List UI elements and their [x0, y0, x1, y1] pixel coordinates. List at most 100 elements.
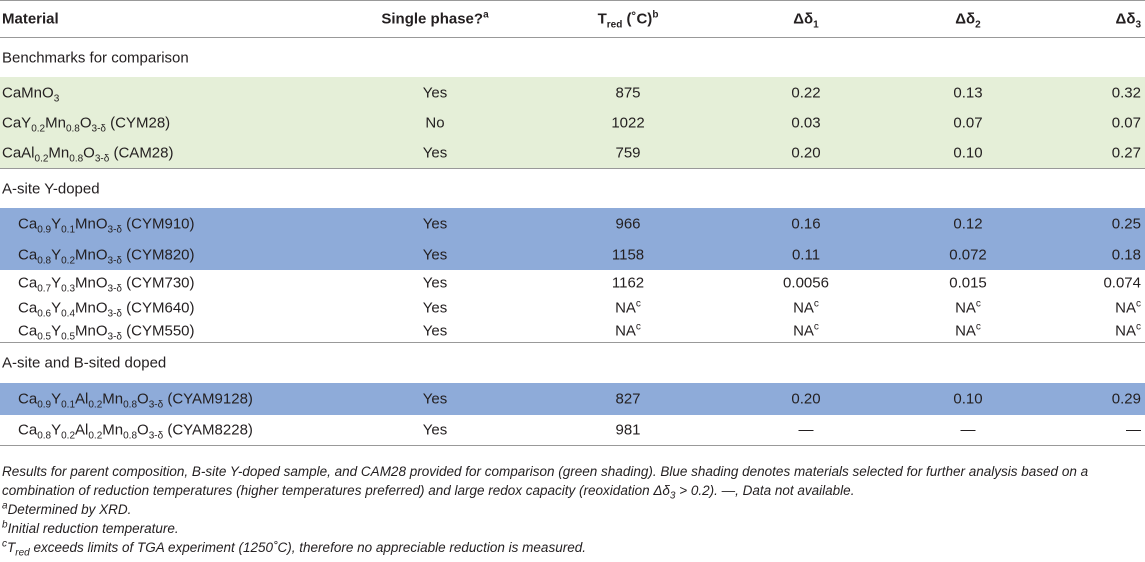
text: (CYAM9128) [163, 390, 253, 408]
cell: 0.18 [1111, 246, 1141, 264]
footnote: aDetermined by XRD. [2, 500, 1142, 519]
text: exceeds limits of TGA experiment (1250˚C… [29, 540, 586, 555]
subscript: 0.4 [61, 308, 76, 320]
cell: 981 [615, 421, 641, 439]
cell: 827 [615, 390, 641, 408]
subscript: 0.2 [34, 153, 49, 165]
superscript: c [635, 321, 641, 333]
superscript: c [975, 298, 981, 310]
data-row: Ca0.5Y0.5MnO3-δ (CYM550) Yes NAc NAc NAc NAc [0, 320, 1145, 343]
subscript: 0.8 [123, 430, 138, 442]
superscript: a [2, 500, 8, 512]
superscript: c [1136, 321, 1141, 333]
text: Material [2, 10, 59, 28]
text: Y [51, 421, 62, 439]
text: Ca [18, 274, 38, 292]
cell: Ca0.9Y0.1MnO3-δ (CYM910) [18, 215, 195, 236]
data-row: CaMnO3 Yes 875 0.22 0.13 0.32 [0, 77, 1145, 108]
subscript: red [606, 19, 623, 31]
text: Mn [48, 144, 70, 162]
text: Ca [18, 322, 38, 340]
superscript: c [975, 321, 981, 333]
cell: — [960, 421, 976, 439]
subscript: 3 [53, 93, 60, 104]
subscript: 0.2 [88, 399, 103, 411]
text: MnO [75, 246, 108, 264]
header-cell: Material [2, 11, 59, 28]
subscript: 0.2 [61, 430, 76, 442]
text: (CYM550) [122, 322, 195, 340]
subscript: 0.9 [37, 399, 52, 411]
text: (CAM28) [109, 144, 174, 162]
superscript: c [2, 538, 7, 550]
subscript: 0.8 [37, 430, 52, 442]
subscript: 0.2 [31, 123, 46, 135]
cell: 1162 [611, 274, 645, 292]
cell: Yes [422, 322, 448, 340]
section-label: A-site Y-doped [2, 180, 100, 197]
superscript: b [2, 519, 8, 531]
subscript: 3-δ [148, 430, 164, 442]
text: Y [51, 246, 62, 264]
text: T [597, 10, 607, 28]
cell: Yes [422, 215, 448, 233]
cell: NAc [615, 298, 641, 317]
header-cell: Single phase?a [381, 9, 489, 28]
text: Mn [102, 390, 124, 408]
text: MnO [75, 274, 108, 292]
header-row: Material Single phase?a Tred (˚C)b Δδ1 Δδ2 Δδ… [0, 0, 1145, 38]
text: Ca [18, 390, 38, 408]
cell: — [1126, 421, 1141, 439]
cell: 0.11 [791, 246, 821, 264]
text: Mn [45, 114, 66, 132]
text: NA [615, 299, 636, 317]
text: Results for parent composition, B-site Y… [2, 464, 1089, 498]
text: NA [1115, 299, 1136, 317]
cell: NAc [1115, 321, 1141, 340]
cell: 0.07 [953, 114, 983, 132]
text: Y [51, 299, 62, 317]
cell: 0.32 [1111, 84, 1141, 101]
subscript: 0.5 [37, 331, 52, 343]
subscript: 0.5 [61, 331, 76, 343]
superscript: a [483, 9, 489, 21]
cell: CaMnO3 [2, 84, 60, 104]
text: (CYM910) [122, 215, 195, 233]
section-label: A-site and B-sited doped [2, 354, 167, 372]
cell: 0.072 [949, 246, 987, 264]
subscript: 0.8 [69, 153, 84, 165]
subscript: 0.1 [61, 224, 76, 236]
footnote: Results for parent composition, B-site Y… [2, 462, 1142, 502]
subscript: red [15, 547, 30, 559]
text: MnO [75, 299, 108, 317]
text: NA [1115, 322, 1136, 340]
cell: 0.10 [953, 390, 983, 408]
section-row: A-site and B-sited doped [0, 343, 1145, 383]
data-row: Ca0.6Y0.4MnO3-δ (CYM640) Yes NAc NAc NAc NAc [0, 296, 1145, 320]
data-row: CaY0.2Mn0.8O3-δ (CYM28) No 1022 0.03 0.07 0.0… [0, 108, 1145, 138]
cell: 0.27 [1111, 144, 1141, 162]
subscript: 0.1 [61, 399, 76, 411]
cell: No [425, 114, 445, 132]
superscript: c [635, 298, 641, 310]
superscript: c [1136, 298, 1141, 310]
cell: 966 [615, 215, 641, 233]
text: Y [51, 322, 62, 340]
text: NA [793, 299, 814, 317]
text: MnO [75, 215, 108, 233]
subscript: 2 [975, 19, 981, 31]
cell: 0.0056 [783, 274, 829, 292]
text: NA [793, 322, 814, 340]
subscript: 0.9 [37, 224, 52, 236]
text: O [79, 114, 92, 132]
text: Δδ [955, 10, 976, 28]
subscript: 3 [669, 490, 676, 502]
text: Al [75, 390, 89, 408]
header-cell: Tred (˚C)b [597, 10, 659, 31]
cell: 1158 [611, 246, 645, 264]
text: O [83, 144, 95, 162]
cell: 0.25 [1111, 215, 1141, 233]
section-label: Benchmarks for comparison [2, 49, 189, 66]
text: Δδ [1115, 10, 1136, 28]
